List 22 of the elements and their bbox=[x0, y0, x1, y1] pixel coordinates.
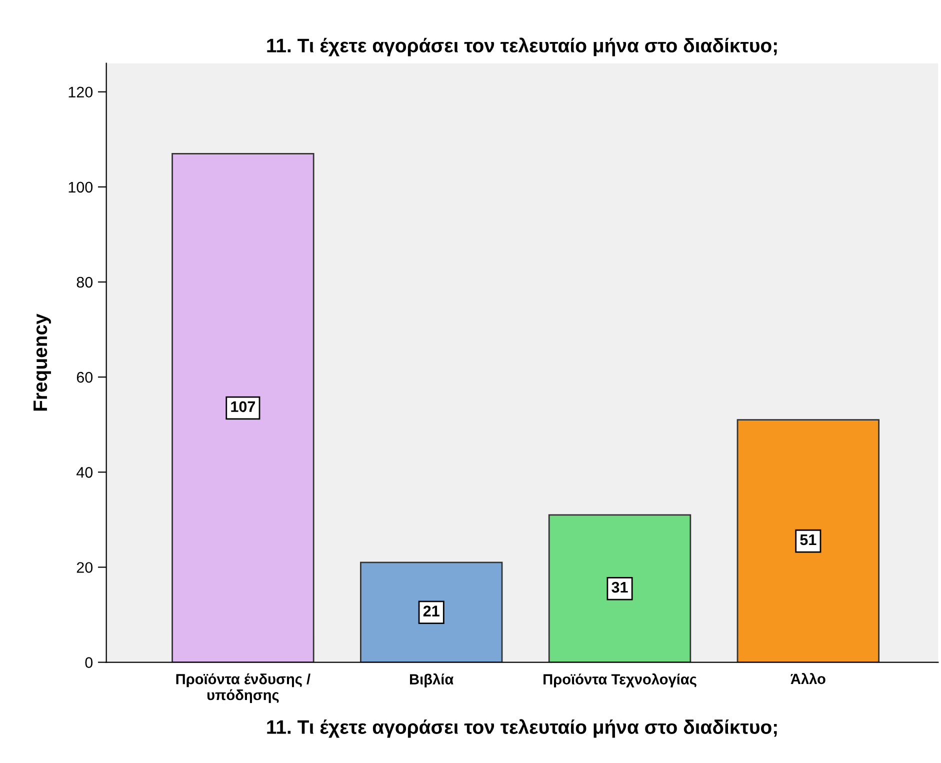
y-tick-label: 120 bbox=[68, 86, 93, 98]
y-tick-label: 100 bbox=[68, 182, 93, 193]
data-label: 51 bbox=[800, 534, 816, 546]
x-tick-label: Προϊόντα Τεχνολογίας bbox=[544, 673, 696, 688]
y-tick-label: 0 bbox=[85, 657, 93, 668]
y-tick-label: 60 bbox=[76, 372, 93, 383]
x-axis-title: 11. Τι έχετε αγοράσει τον τελευταίο μήνα στο διαδίκτυο; bbox=[267, 719, 777, 738]
bar bbox=[172, 152, 314, 662]
x-tick-label: Άλλο bbox=[790, 673, 826, 684]
chart-title: 11. Τι έχετε αγοράσει τον τελευταίο μήνα στο διαδίκτυο; bbox=[267, 38, 777, 56]
bar bbox=[360, 562, 503, 662]
x-tick-label: Βιβλία bbox=[410, 673, 454, 688]
data-label: 21 bbox=[423, 606, 440, 616]
bar bbox=[548, 514, 692, 662]
y-tick-label: 20 bbox=[76, 562, 93, 573]
x-tick-label: Προϊόντα ένδυσης / υπόδησης bbox=[176, 673, 310, 704]
bar bbox=[736, 419, 880, 662]
data-label: 31 bbox=[612, 582, 628, 593]
y-axis-title: Frequency bbox=[34, 314, 51, 411]
y-tick-label: 80 bbox=[76, 276, 93, 288]
y-tick-label: 40 bbox=[76, 467, 93, 478]
data-label: 107 bbox=[231, 401, 256, 412]
